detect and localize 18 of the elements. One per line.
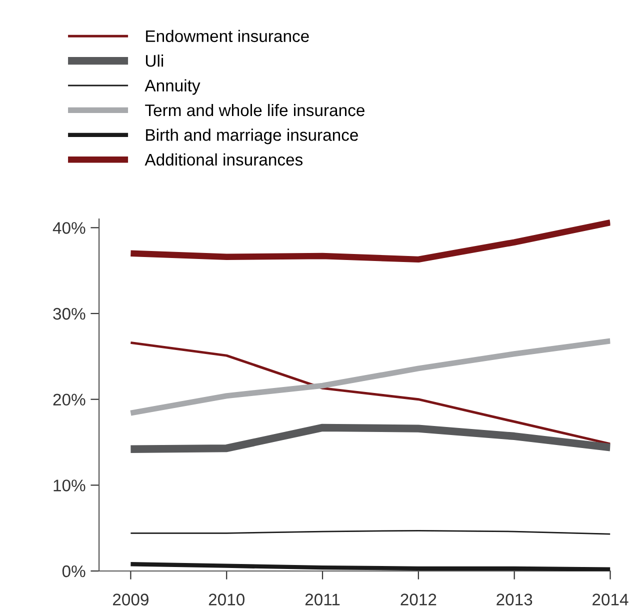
y-tick-label: 20% <box>53 394 86 406</box>
x-tick-label: 2013 <box>496 594 532 606</box>
legend-label: Uli <box>146 54 164 67</box>
x-tick-label: 2011 <box>305 594 340 606</box>
legend-label: Annuity <box>144 79 200 95</box>
x-tick-label: 2010 <box>208 594 244 606</box>
x-tick-label: 2009 <box>112 594 148 606</box>
legend-label: Additional insurances <box>144 153 303 166</box>
legend-label: Birth and marriage insurance <box>146 128 358 144</box>
x-tick-label: 2012 <box>400 594 436 606</box>
legend-label: Term and whole life insurance <box>145 104 364 116</box>
y-tick-label: 40% <box>52 222 86 234</box>
y-tick-label: 30% <box>53 308 86 320</box>
legend-label: Endowment insurance <box>146 30 309 42</box>
y-tick-label: 10% <box>54 480 86 492</box>
line-series <box>129 341 610 446</box>
y-tick-label: 0% <box>62 565 86 578</box>
x-tick-label: 2014 <box>592 594 628 606</box>
